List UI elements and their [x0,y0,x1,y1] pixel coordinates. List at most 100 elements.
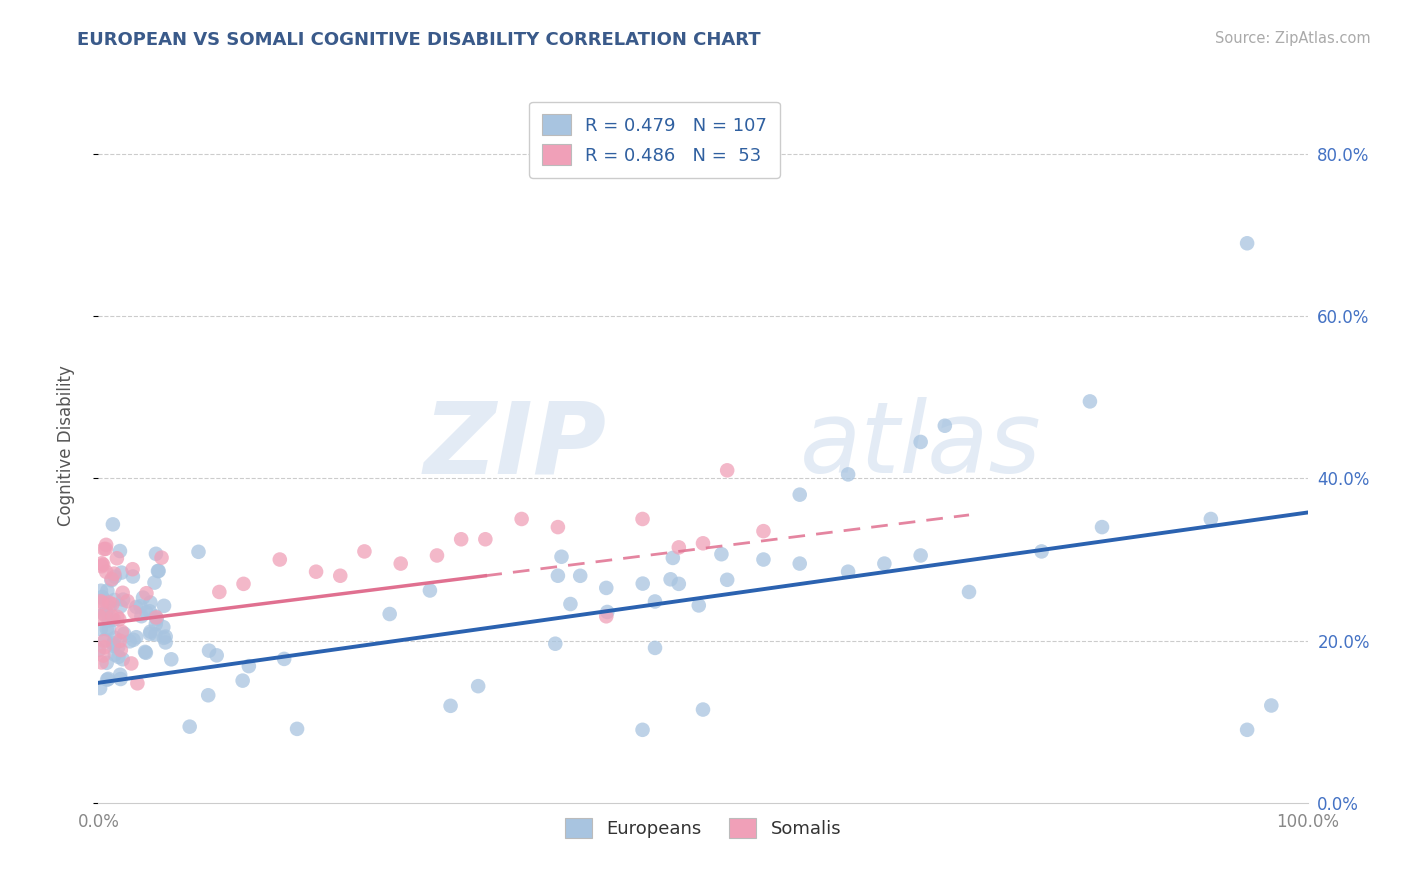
Point [107,649,129,664]
Point [135,646,157,660]
Point [96,583,118,598]
Point [934,418,956,433]
Text: EUROPEAN VS SOMALI COGNITIVE DISABILITY CORRELATION CHART: EUROPEAN VS SOMALI COGNITIVE DISABILITY … [77,31,761,49]
Point [90,557,112,571]
Point [631,723,654,737]
Point [752,552,775,566]
Point [89,681,111,695]
Point [692,536,714,550]
Point [94,565,117,579]
Point [1199,512,1222,526]
Point [644,594,666,608]
Point [127,676,149,690]
Point [232,577,254,591]
Point [644,640,666,655]
Point [285,722,308,736]
Point [474,533,496,547]
Point [111,624,134,639]
Point [1091,520,1114,534]
Point [150,550,173,565]
Point [104,648,127,662]
Point [103,639,125,653]
Point [329,568,352,582]
Point [93,541,115,556]
Point [93,634,115,648]
Text: ZIP: ZIP [423,398,606,494]
Point [547,568,569,582]
Point [89,609,111,624]
Point [108,612,131,626]
Point [187,545,209,559]
Point [94,608,117,623]
Point [668,541,690,555]
Point [124,605,146,619]
Point [910,549,932,563]
Point [131,609,153,624]
Legend: Europeans, Somalis: Europeans, Somalis [558,811,848,845]
Point [145,610,167,624]
Point [135,605,157,619]
Point [132,591,155,605]
Point [631,512,654,526]
Point [100,572,122,586]
Point [94,605,117,619]
Point [117,594,139,608]
Point [90,622,112,636]
Point [550,549,572,564]
Point [122,632,145,647]
Point [143,575,166,590]
Point [110,672,132,686]
Point [659,572,682,586]
Point [668,577,690,591]
Point [419,583,441,598]
Y-axis label: Cognitive Disability: Cognitive Disability [56,366,75,526]
Point [389,557,412,571]
Point [129,599,152,614]
Point [100,574,122,588]
Point [91,558,114,572]
Point [205,648,228,663]
Point [93,607,115,621]
Point [90,583,112,598]
Point [692,702,714,716]
Point [510,512,533,526]
Point [90,594,112,608]
Point [789,557,811,571]
Point [232,673,254,688]
Point [111,586,134,600]
Point [101,597,124,611]
Point [273,652,295,666]
Point [96,656,118,670]
Point [145,627,167,641]
Point [198,643,221,657]
Point [467,679,489,693]
Point [139,624,162,639]
Point [155,630,177,644]
Point [110,643,132,657]
Point [596,605,619,619]
Point [139,595,162,609]
Point [110,599,132,614]
Point [631,576,654,591]
Point [97,596,120,610]
Point [111,652,134,666]
Point [103,613,125,627]
Point [138,604,160,618]
Point [107,640,129,655]
Point [595,609,617,624]
Point [238,659,260,673]
Point [910,434,932,449]
Point [90,656,112,670]
Point [121,562,143,576]
Point [1260,698,1282,713]
Point [93,592,115,607]
Point [101,636,124,650]
Point [91,590,114,604]
Point [439,698,461,713]
Point [197,688,219,702]
Point [353,544,375,558]
Point [98,623,121,637]
Text: atlas: atlas [800,398,1042,494]
Point [103,593,125,607]
Point [90,559,112,574]
